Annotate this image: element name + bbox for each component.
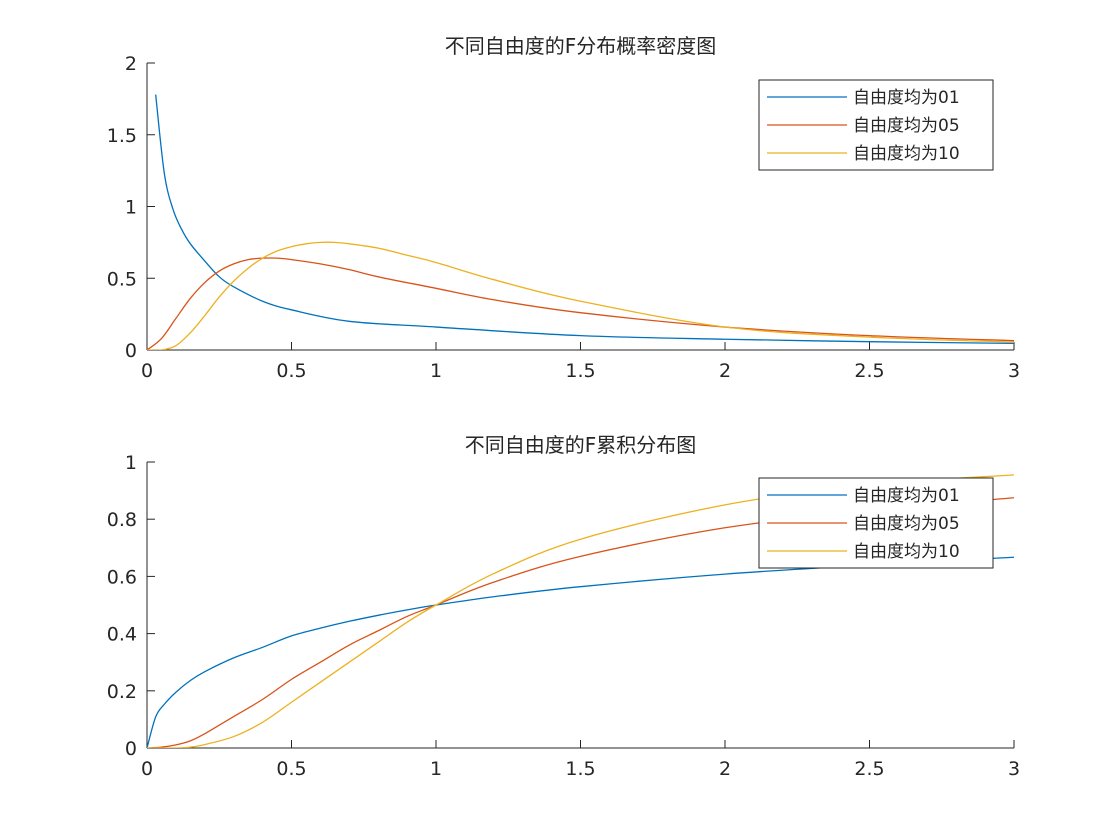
x-tick-label: 0 (141, 758, 153, 780)
x-tick-label: 3 (1008, 360, 1020, 382)
series-line-3 (147, 241, 1014, 350)
legend: 自由度均为01 自由度均为05 自由度均为10 (758, 477, 994, 569)
y-tick-label: 0.6 (107, 566, 137, 588)
chart-panel-1: 不同自由度的F分布概率密度图 0 0.5 1 1.5 2 2.5 3 0 0.5 1 1.5 2 自由度均… (107, 34, 1020, 382)
x-tick-label: 2 (719, 360, 731, 382)
y-tick-label: 0.2 (107, 681, 137, 703)
x-tick-label: 0.5 (276, 758, 306, 780)
legend-label: 自由度均为05 (853, 514, 960, 534)
x-tick-label: 0 (141, 360, 153, 382)
x-tick-label: 1.5 (565, 758, 595, 780)
y-tick-label: 1 (125, 452, 137, 474)
x-tick-label: 3 (1008, 758, 1020, 780)
legend: 自由度均为01 自由度均为05 自由度均为10 (758, 79, 994, 171)
legend-label: 自由度均为01 (853, 486, 960, 506)
chart-title: 不同自由度的F累积分布图 (465, 433, 697, 457)
series-line-3 (147, 474, 1014, 748)
legend-label: 自由度均为10 (853, 542, 960, 562)
x-tick-label: 1.5 (565, 360, 595, 382)
y-tick-label: 0.4 (107, 624, 137, 646)
y-tick-label: 0.8 (107, 509, 137, 531)
y-tick-label: 0 (125, 738, 137, 760)
x-tick-label: 2 (719, 758, 731, 780)
legend-label: 自由度均为01 (853, 88, 960, 108)
legend-label: 自由度均为05 (853, 116, 960, 136)
y-tick-label: 0 (125, 340, 137, 362)
y-tick-label: 1.5 (107, 125, 137, 147)
series-line-2 (147, 497, 1014, 748)
x-tick-label: 1 (430, 758, 442, 780)
series-line-1 (147, 556, 1014, 748)
y-tick-label: 2 (125, 53, 137, 75)
y-tick-label: 0.5 (107, 268, 137, 290)
x-tick-label: 2.5 (854, 360, 884, 382)
chart-panel-2: 不同自由度的F累积分布图 0 0.5 1 1.5 2 2.5 3 0 0.2 0.4 0.6 0.8 1 自… (107, 433, 1020, 780)
series-line-1 (155, 94, 1014, 345)
y-tick-label: 1 (125, 197, 137, 219)
x-tick-label: 0.5 (276, 360, 306, 382)
x-tick-label: 2.5 (854, 758, 884, 780)
series-line-2 (147, 257, 1014, 350)
chart-title: 不同自由度的F分布概率密度图 (445, 34, 717, 58)
legend-label: 自由度均为10 (853, 144, 960, 164)
x-tick-label: 1 (430, 360, 442, 382)
